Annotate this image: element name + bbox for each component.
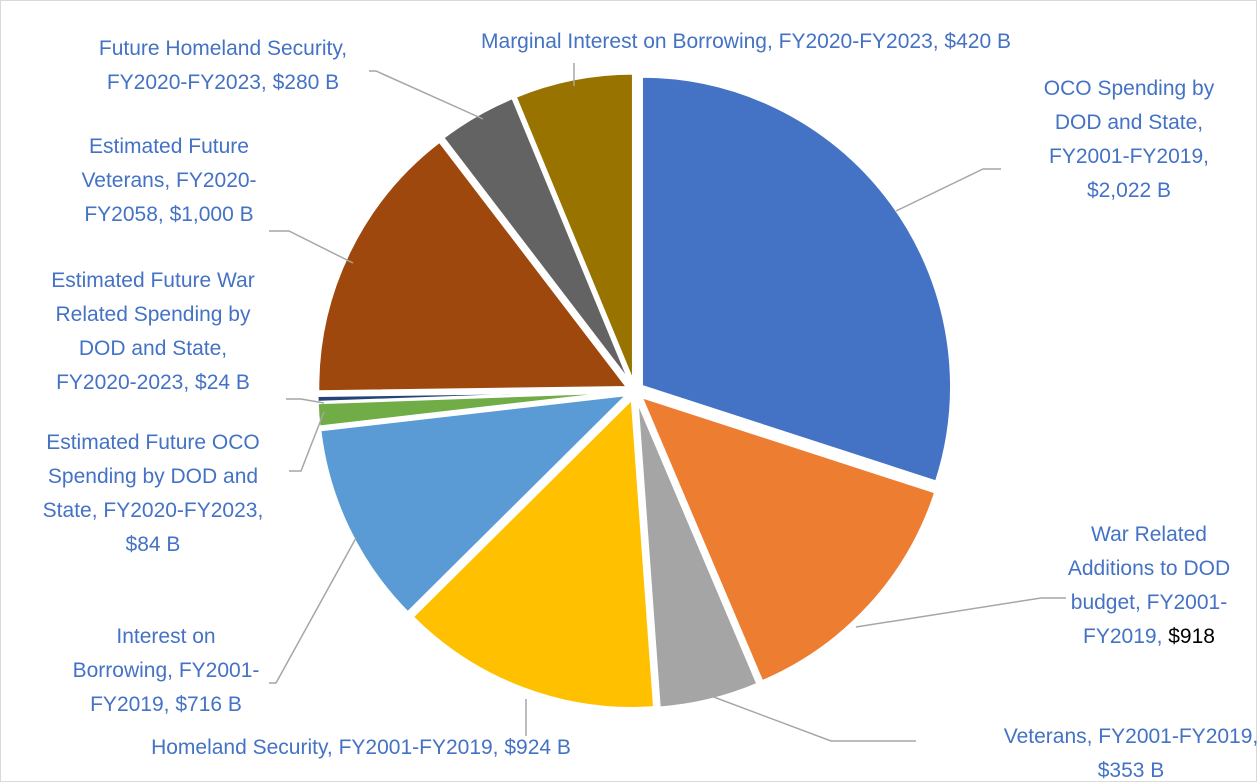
pie-slice-9 — [513, 71, 635, 384]
slice-label-0: OCO Spending by DOD and State, FY2001-FY20… — [1044, 77, 1215, 202]
slice-label-line: Homeland Security, FY2001-FY2019, $924 B — [151, 736, 571, 759]
slice-label-line: FY2019, $918 — [1083, 625, 1215, 648]
slice-label-line: Estimated Future OCO — [46, 431, 260, 454]
slice-label-line: Future Homeland Security, — [99, 37, 347, 60]
pie-slice-3 — [410, 395, 657, 710]
slice-label-line: FY2001-FY2019, — [1049, 145, 1209, 168]
slice-label-2: Veterans, FY2001-FY2019, $353 B — [1004, 725, 1257, 782]
leader-line-7 — [269, 230, 354, 264]
slice-label-line: Related Spending by — [56, 303, 251, 326]
slice-label-line: Veterans, FY2020- — [81, 169, 256, 192]
slice-label-line: Veterans, FY2001-FY2019, — [1004, 725, 1257, 748]
slice-label-line: Spending by DOD and — [48, 465, 258, 488]
leader-line-5 — [289, 411, 325, 472]
slice-label-line: DOD and State, — [79, 337, 227, 360]
slice-label-line: FY2058, $1,000 B — [84, 203, 253, 226]
leader-line-2 — [702, 692, 916, 742]
slice-label-6: Estimated Future War Related Spending by D… — [51, 269, 254, 394]
slice-label-7: Estimated Future Veterans, FY2020- FY2058,… — [81, 135, 256, 226]
slice-label-line: $84 B — [126, 533, 181, 556]
slice-label-line: $353 B — [1098, 759, 1165, 782]
slice-label-line: Marginal Interest on Borrowing, FY2020-F… — [481, 30, 1011, 53]
leader-line-8 — [369, 70, 484, 120]
slice-label-line: budget, FY2001- — [1071, 591, 1227, 614]
leader-line-1 — [855, 597, 1066, 628]
leader-line-0 — [895, 168, 1001, 212]
pie-slice-7 — [316, 139, 631, 394]
pie-slice-1 — [638, 393, 938, 684]
slice-label-line: Estimated Future War — [51, 269, 254, 292]
pie-slice-2 — [635, 398, 760, 710]
slice-label-9: Marginal Interest on Borrowing, FY2020-F… — [481, 30, 1011, 53]
slice-label-line: War Related — [1091, 523, 1207, 546]
slice-label-line: FY2020-2023, $24 B — [56, 371, 250, 394]
slice-label-line: FY2020-FY2023, $280 B — [107, 71, 339, 94]
leader-line-6 — [286, 398, 325, 404]
slice-label-3: Homeland Security, FY2001-FY2019, $924 B — [151, 736, 571, 759]
slice-label-line: DOD and State, — [1055, 111, 1203, 134]
slice-label-8: Future Homeland Security, FY2020-FY2023, … — [99, 37, 347, 94]
slice-label-line: Additions to DOD — [1068, 557, 1230, 580]
pie-slice-4 — [318, 392, 632, 615]
slice-label-4: Interest on Borrowing, FY2001- FY2019, $71… — [73, 625, 260, 716]
slice-label-1: War Related Additions to DOD budget, FY200… — [1068, 523, 1230, 648]
slice-label-line: State, FY2020-FY2023, — [43, 499, 264, 522]
slice-label-line: FY2019, $716 B — [90, 693, 242, 716]
slice-label-line: $2,022 B — [1087, 179, 1171, 202]
leader-line-4 — [269, 537, 357, 684]
slice-label-line: Interest on — [116, 625, 215, 648]
slice-label-line: Estimated Future — [89, 135, 249, 158]
slice-label-5: Estimated Future OCO Spending by DOD and S… — [43, 431, 264, 556]
pie-slice-0 — [639, 74, 953, 484]
slice-label-line: OCO Spending by — [1044, 77, 1215, 100]
slice-label-line: Borrowing, FY2001- — [73, 659, 260, 682]
